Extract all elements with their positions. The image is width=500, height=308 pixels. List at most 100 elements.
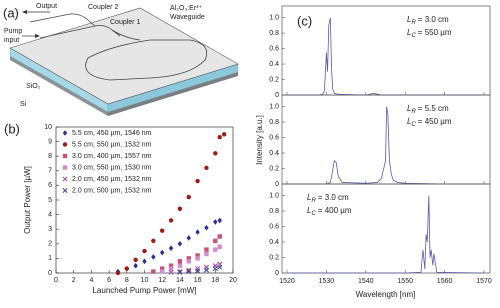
point [186, 194, 191, 200]
point [195, 229, 200, 235]
legend-marker [62, 153, 68, 159]
point [186, 256, 191, 261]
point [217, 244, 222, 249]
label: Coupler 1 [110, 19, 140, 26]
legend-marker [62, 142, 68, 147]
annotation-symbol: L [307, 193, 311, 202]
annotation-symbol: L [407, 104, 411, 113]
y-tick-label: 1 [48, 255, 52, 262]
x-tick-label: 4 [89, 277, 93, 284]
x-tick-label: 12 [158, 277, 166, 284]
si-side [108, 72, 238, 116]
annotation: LR = 3.0 cm [307, 193, 349, 203]
point [203, 267, 210, 273]
point [151, 269, 156, 274]
x-axis-label: Wavelength [nm] [356, 290, 416, 299]
point [217, 264, 223, 270]
y-tick-label: 0.6 [269, 223, 279, 230]
y-tick-label: 0.8 [269, 30, 279, 37]
point [177, 269, 183, 275]
annotation-symbol: L [407, 117, 411, 126]
point [204, 247, 209, 252]
x-tick-label: 2 [72, 277, 76, 284]
point [177, 268, 183, 275]
point [177, 241, 183, 247]
arrowhead [35, 34, 40, 38]
annotation-text: = 5.5 cm [418, 104, 449, 113]
point [151, 254, 156, 260]
point [212, 266, 218, 272]
y-tick-label: 0.2 [269, 165, 279, 172]
y-tick-label: 0 [275, 181, 279, 188]
y-tick-label: 0.8 [269, 208, 279, 215]
bus-waveguide [39, 25, 121, 39]
x-tick-label: 8 [125, 277, 129, 284]
x-tick-label: 1520 [279, 278, 295, 285]
x-tick-label: 16 [194, 277, 202, 284]
label: Output [36, 3, 57, 10]
legend-marker [62, 176, 68, 182]
y-tick-label: 8 [48, 153, 52, 160]
label: Waveguide [170, 14, 205, 21]
point [168, 269, 174, 275]
y-tick-label: 5 [48, 197, 52, 204]
legend-marker [62, 187, 68, 194]
annotation-sub: C [411, 122, 416, 128]
point [217, 135, 222, 140]
y-tick-label: 0.4 [269, 61, 279, 68]
legend-label: 3.0 cm, 400 µm, 1557 nm [72, 153, 152, 160]
point [195, 253, 200, 258]
point [204, 224, 209, 231]
legend-label: 5.5 cm, 550 µm, 1532 nm [72, 141, 152, 148]
legend-label: 3.0 cm, 550 µm, 1530 nm [72, 164, 152, 171]
y-tick-label: 0.4 [269, 150, 279, 157]
ring-waveguide [85, 39, 208, 81]
annotation-text: = 550 µm [418, 28, 452, 37]
annotation-sub: C [411, 33, 416, 39]
annotation-symbol: L [407, 15, 411, 24]
x-tick-label: 18 [211, 277, 219, 284]
point [168, 266, 174, 271]
coupler [111, 29, 141, 41]
x-tick-label: 1540 [358, 278, 374, 285]
panel-label: (c) [297, 13, 312, 28]
annotation-text: = 450 µm [418, 117, 452, 126]
x-tick-label: 1570 [476, 278, 492, 285]
y-tick-label: 0.2 [269, 76, 279, 83]
y-tick-label: 0.6 [269, 45, 279, 52]
x-tick-label: 1560 [437, 278, 453, 285]
point [160, 249, 165, 256]
y-tick-label: 0 [275, 92, 279, 99]
legend-label: 5.5 cm, 450 µm, 1546 nm [72, 130, 152, 137]
legend-marker [62, 165, 68, 170]
point [186, 235, 191, 241]
panel-label: (b) [4, 121, 20, 136]
point [160, 269, 165, 274]
point [177, 263, 183, 268]
y-tick-label: 3 [48, 226, 52, 233]
annotation: LC = 400 µm [307, 206, 352, 216]
y-tick-label: 1.0 [269, 103, 279, 110]
point [204, 165, 209, 171]
annotation-sub: C [311, 211, 316, 217]
annotation: LR = 3.0 cm [407, 15, 449, 25]
y-axis-label: Intensity [a.u.] [255, 115, 264, 165]
spectrum-line [287, 106, 484, 185]
y-tick-label: 2 [48, 241, 52, 248]
point [217, 234, 222, 239]
point [160, 266, 165, 271]
point [213, 151, 218, 156]
annotation-symbol: L [307, 206, 311, 215]
legend-label: 2.0 cm, 500 µm, 1532 nm [72, 187, 152, 194]
point [213, 238, 218, 244]
y-tick-label: 0.2 [269, 254, 279, 261]
point [151, 238, 156, 244]
point [115, 270, 121, 276]
y-tick-label: 0.6 [269, 134, 279, 141]
y-tick-label: 7 [48, 168, 52, 175]
y-tick-label: 0 [48, 270, 52, 277]
point [186, 267, 192, 273]
annotation-sub: R [411, 109, 416, 115]
point [142, 258, 147, 265]
point [160, 228, 165, 233]
